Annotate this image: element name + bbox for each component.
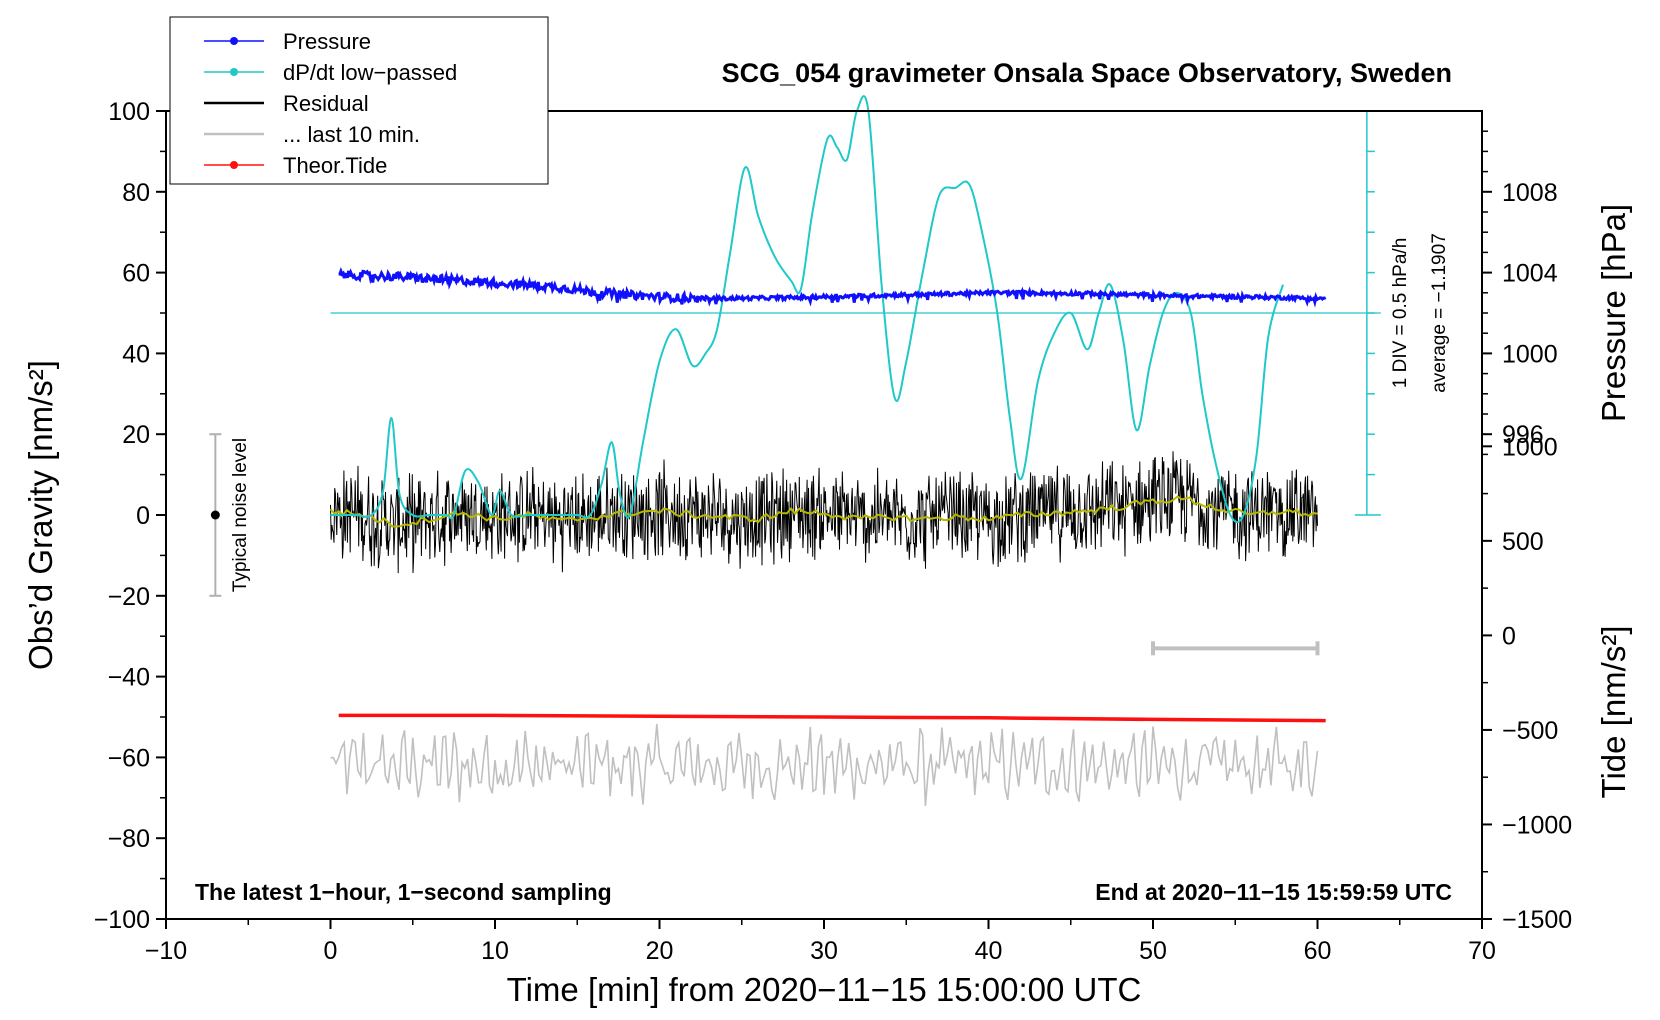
tide-tick-label: −1000 — [1502, 811, 1572, 839]
y-tick-label: 20 — [122, 421, 150, 449]
pressure-line — [338, 266, 1327, 308]
y-tick-label: 60 — [122, 260, 150, 288]
dpdt-average-label: average = −1.1907 — [1429, 233, 1450, 393]
x-axis-title: Time [min] from 2020−11−15 15:00:00 UTC — [507, 971, 1142, 1008]
legend-swatch-dot — [230, 37, 238, 45]
x-tick-label: −10 — [145, 937, 187, 965]
legend-label: ... last 10 min. — [283, 122, 420, 147]
pressure-tick-label: 1008 — [1502, 179, 1558, 207]
pressure-tick-label: 996 — [1502, 421, 1544, 449]
noise-bar-center — [210, 510, 220, 520]
legend-item: Pressure — [204, 29, 371, 54]
y-axis-title-left: Obs’d Gravity [nm/s²] — [22, 360, 59, 670]
legend-swatch-dot — [230, 161, 238, 169]
x-tick-label: 60 — [1304, 937, 1332, 965]
y-tick-label: 40 — [122, 340, 150, 368]
last-10-min-line — [330, 723, 1319, 807]
tide-tick-label: −1500 — [1502, 906, 1572, 934]
dpdt-div-label: 1 DIV = 0.5 hPa/h — [1390, 238, 1411, 389]
tide-line — [338, 713, 1326, 723]
data-layer — [209, 95, 1381, 807]
dpdt-line — [330, 95, 1284, 524]
legend-item: Residual — [204, 91, 369, 116]
legend-item: dP/dt low−passed — [204, 60, 457, 85]
x-tick-label: 0 — [324, 937, 338, 965]
y-tick-label: −60 — [108, 744, 150, 772]
legend-label: dP/dt low−passed — [283, 60, 457, 85]
y-tick-label: 100 — [108, 98, 150, 126]
legend-item: Theor.Tide — [204, 153, 387, 178]
x-tick-label: 10 — [481, 937, 509, 965]
y-tick-label: 0 — [136, 502, 150, 530]
y-tick-label: −100 — [94, 906, 150, 934]
chart-title: SCG_054 gravimeter Onsala Space Observat… — [722, 58, 1452, 88]
legend-item: ... last 10 min. — [204, 122, 420, 147]
legend-label: Theor.Tide — [283, 153, 387, 178]
x-tick-label: 70 — [1468, 937, 1496, 965]
y-axis-title-tide: Tide [nm/s²] — [1595, 626, 1632, 799]
y-tick-label: −80 — [108, 825, 150, 853]
residual-smoothed-line — [329, 495, 1318, 528]
legend-swatch-dot — [230, 68, 238, 76]
x-tick-label: 50 — [1139, 937, 1167, 965]
annotation-sampling: The latest 1−hour, 1−second sampling — [195, 879, 612, 905]
x-tick-label: 40 — [975, 937, 1003, 965]
y-tick-label: −40 — [108, 664, 150, 692]
y-tick-label: 80 — [122, 179, 150, 207]
legend-label: Residual — [283, 91, 369, 116]
annotation-end-time: End at 2020−11−15 15:59:59 UTC — [1095, 879, 1452, 905]
x-tick-label: 30 — [810, 937, 838, 965]
y-tick-label: −20 — [108, 583, 150, 611]
pressure-tick-label: 1000 — [1502, 340, 1558, 368]
x-tick-label: 20 — [646, 937, 674, 965]
tide-tick-label: −500 — [1502, 717, 1558, 745]
legend: Pressure dP/dt low−passed Residual ... last… — [169, 16, 549, 185]
legend-items: Pressure dP/dt low−passed Residual ... last… — [204, 29, 457, 178]
pressure-tick-label: 1004 — [1502, 260, 1558, 288]
legend-label: Pressure — [283, 29, 371, 54]
noise-level-label: Typical noise level — [230, 438, 251, 592]
y-axis-title-pressure: Pressure [hPa] — [1595, 204, 1632, 422]
tide-tick-label: 500 — [1502, 528, 1544, 556]
tide-tick-label: 1000 — [1502, 433, 1558, 461]
tide-tick-label: 0 — [1502, 622, 1516, 650]
axes-layer: −10 0 10 20 30 40 50 60 70−100−80−60−40−20020406… — [94, 98, 1573, 965]
